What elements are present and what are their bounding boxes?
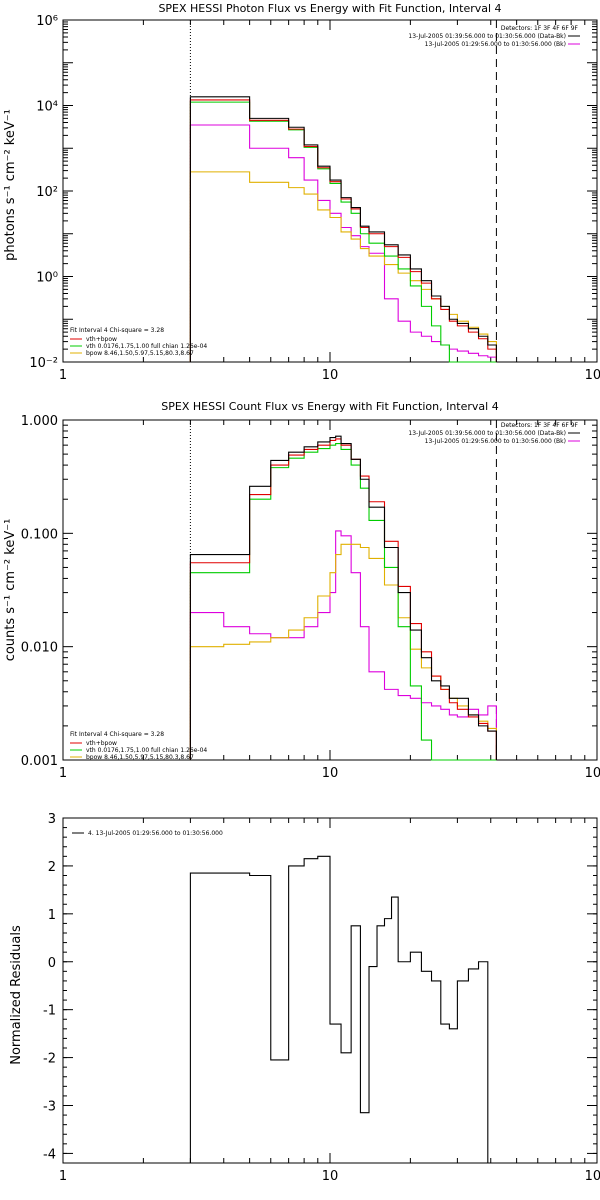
x-tick-label: 1 [59, 766, 67, 781]
legend-fit-interval: Fit Interval 4 Chi-square = 3.28 [70, 327, 164, 334]
photon-flux-title: SPEX HESSI Photon Flux vs Energy with Fi… [158, 2, 501, 15]
photon-flux-tick-labels: 1 10 100 10⁻² 10⁰ 10² 10⁴ 10⁶ [29, 14, 600, 383]
legend-bk: 13-Jul-2005 01:29:56.000 to 01:30:56.000… [425, 41, 566, 48]
photon-flux-ylabel: photons s⁻¹ cm⁻² keV⁻¹ [3, 109, 18, 261]
legend-data-bk-2: 13-Jul-2005 01:39:56.000 to 01:30:56.000… [408, 430, 566, 437]
series-line-vth-bpow [189, 438, 497, 760]
legend-detectors-2: Detectors: 1F 3F 4F 6F 9F [501, 422, 579, 429]
series-line-bpow [189, 171, 497, 362]
photon-flux-legend-bottom: Fit Interval 4 Chi-square = 3.28 vth+bpo… [70, 327, 207, 357]
x-tick-label: 1 [59, 1169, 67, 1184]
y-tick-label: -4 [43, 1147, 56, 1162]
series-line-residuals [189, 855, 497, 1164]
legend-bk-2: 13-Jul-2005 01:29:56.000 to 01:30:56.000… [425, 438, 566, 445]
count-flux-tick-labels: 1 10 100 0.001 0.010 0.100 1.000 [21, 414, 600, 781]
plot-frame [62, 19, 598, 363]
y-tick-label: -2 [43, 1052, 56, 1067]
residuals-legend: 4. 13-Jul-2005 01:29:56.000 to 01:30:56.… [88, 830, 223, 837]
x-tick-label: 100 [585, 1169, 600, 1184]
y-tick-label: 0.001 [21, 754, 58, 769]
series-line-data-bk [189, 96, 497, 362]
y-tick-label: 10⁰ [36, 271, 58, 286]
y-tick-label: 1.000 [21, 414, 58, 429]
residuals-ylabel: Normalized Residuals [9, 925, 24, 1065]
x-tick-label: 10 [322, 766, 339, 781]
count-flux-legend-top: Detectors: 1F 3F 4F 6F 9F 13-Jul-2005 01… [408, 422, 580, 445]
x-tick-label: 1 [59, 368, 67, 383]
x-tick-label: 10 [322, 1169, 339, 1184]
legend-detectors: Detectors: 1F 3F 4F 6F 9F [501, 25, 579, 32]
count-flux-title: SPEX HESSI Count Flux vs Energy with Fit… [161, 400, 498, 413]
series-line-vth-bpow [189, 99, 497, 362]
y-tick-label: 1 [48, 908, 56, 923]
series-line-bk [189, 124, 497, 362]
residuals-tick-labels: 1 10 100 -4 -3 -2 -1 0 1 2 3 [43, 812, 600, 1184]
legend-bpow-2: bpow 8.46,1.50,5.97,5.15,80.3,8.67 [86, 754, 194, 761]
y-tick-label: 0 [48, 956, 56, 971]
series-line-bpow [189, 543, 497, 760]
y-tick-label: 0.010 [21, 641, 58, 656]
series-line-vth [189, 442, 497, 761]
y-tick-label: 10² [36, 185, 58, 200]
x-tick-label: 10 [322, 368, 339, 383]
legend-bpow: bpow 8.46,1.50,5.97,5.15,80.3,8.67 [86, 350, 194, 357]
series-line-data-bk [189, 435, 497, 760]
legend-vth: vth 0.0176,1.75,1.00 full chian 1.26e-04 [86, 343, 207, 350]
legend-fit-interval-2: Fit Interval 4 Chi-square = 3.28 [70, 731, 164, 738]
y-tick-label: 10⁻² [29, 356, 58, 371]
y-tick-label: 10⁴ [36, 100, 58, 115]
y-tick-label: -3 [43, 1100, 56, 1115]
count-flux-panel: SPEX HESSI Count Flux vs Energy with Fit… [3, 400, 600, 781]
legend-sum: vth+bpow [86, 336, 117, 343]
y-tick-label: 2 [48, 860, 56, 875]
legend-sum-2: vth+bpow [86, 740, 117, 747]
count-flux-ylabel: counts s⁻¹ cm⁻² keV⁻¹ [3, 519, 18, 662]
y-tick-label: -1 [43, 1004, 56, 1019]
x-tick-label: 100 [585, 766, 600, 781]
y-tick-label: 10⁶ [36, 14, 58, 29]
photon-flux-panel: SPEX HESSI Photon Flux vs Energy with Fi… [3, 2, 600, 383]
photon-flux-legend-top: Detectors: 1F 3F 4F 6F 9F 13-Jul-2005 01… [408, 25, 580, 48]
x-tick-label: 100 [585, 368, 600, 383]
residuals-panel: Normalized Residuals 110100-4-3-2-10123 … [9, 812, 600, 1184]
y-tick-label: 3 [48, 812, 56, 827]
y-tick-label: 0.100 [21, 527, 58, 542]
series-line-bk [189, 530, 497, 760]
legend-vth-2: vth 0.0176,1.75,1.00 full chian 1.26e-04 [86, 747, 207, 754]
legend-data-bk: 13-Jul-2005 01:39:56.000 to 01:30:56.000… [408, 33, 566, 40]
count-flux-legend-bottom: Fit Interval 4 Chi-square = 3.28 vth+bpo… [70, 731, 207, 761]
